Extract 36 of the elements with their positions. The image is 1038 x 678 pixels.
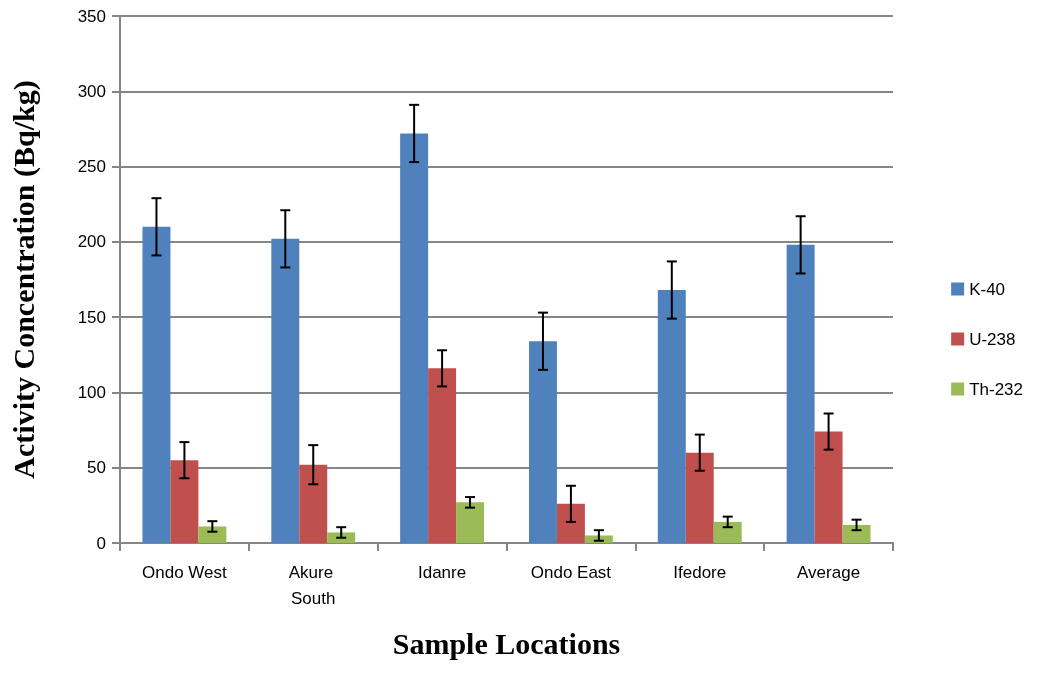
legend-label: K-40 — [969, 279, 1006, 299]
bar — [842, 524, 871, 543]
x-tick-label: Idanre — [417, 562, 467, 582]
bar — [556, 503, 585, 543]
x-tick-label: Akure South — [288, 562, 338, 608]
bar — [685, 452, 714, 543]
y-tick-label: 100 — [77, 382, 106, 402]
legend-label: U-238 — [969, 329, 1016, 349]
x-tick-label: Average — [797, 562, 861, 582]
bar — [456, 502, 485, 543]
x-tick-label: Ondo East — [530, 562, 612, 582]
y-tick-label: 300 — [77, 81, 106, 101]
bar — [814, 431, 843, 543]
y-tick-label: 0 — [96, 533, 106, 553]
bar — [170, 460, 199, 543]
y-tick-label: 50 — [87, 458, 106, 478]
bar — [428, 368, 457, 543]
bar — [327, 532, 356, 543]
bar — [142, 226, 171, 543]
bar — [271, 238, 300, 543]
y-tick-label: 150 — [77, 307, 106, 327]
y-tick-label: 350 — [77, 6, 106, 26]
bar — [657, 290, 686, 543]
bar — [400, 133, 429, 543]
y-tick-label: 250 — [77, 157, 106, 177]
legend-label: Th-232 — [969, 379, 1024, 399]
bar — [299, 464, 328, 543]
bar — [198, 526, 227, 543]
y-axis-title: Activity Concentration (Bq/kg) — [6, 80, 41, 479]
x-tick-label: Ifedore — [673, 562, 727, 582]
bar — [528, 341, 557, 543]
x-axis-title: Sample Locations — [392, 626, 621, 660]
y-tick-label: 200 — [77, 232, 106, 252]
bar — [786, 244, 815, 543]
x-tick-label: Ondo West — [142, 562, 228, 582]
bar — [713, 521, 742, 543]
